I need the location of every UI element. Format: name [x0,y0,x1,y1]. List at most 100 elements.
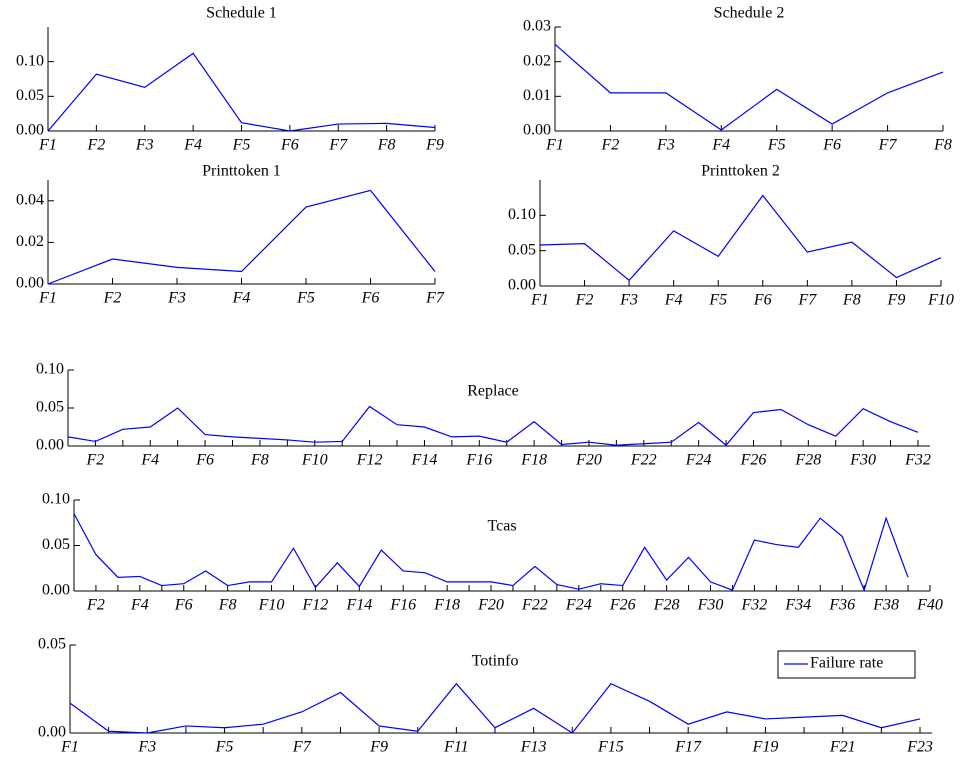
x-tick-label: F28 [653,597,680,614]
chart-title: Schedule 2 [714,5,785,22]
x-tick-label: F10 [258,597,285,614]
chart-title: Tcas [487,518,516,535]
line [539,194,942,282]
x-tick-label: F5 [296,290,315,307]
x-tick-label: F2 [86,452,105,469]
x-tick-label: F3 [137,739,156,756]
x-tick-label: F19 [752,739,779,756]
x-tick-label: F2 [86,137,105,154]
x-tick-label: F4 [232,290,251,307]
line [47,52,436,132]
x-tick-label: F38 [872,597,899,614]
x-tick-label: F1 [530,292,549,309]
line [67,405,919,447]
y-tick-label: 0.00 [523,122,551,139]
x-tick-label: F14 [345,597,372,614]
x-tick-label: F24 [565,597,592,614]
y-tick-label: 0.02 [16,233,44,250]
x-tick-label: F24 [685,452,712,469]
chart-title: Schedule 1 [206,5,277,22]
x-tick-label: F7 [878,137,898,154]
x-tick-label: F32 [904,452,931,469]
y-tick-label: 0.02 [523,52,551,69]
x-tick-label: F4 [711,137,730,154]
x-tick-label: F2 [86,597,105,614]
x-tick-label: F6 [195,452,214,469]
x-tick-label: F8 [377,137,396,154]
x-tick-label: F30 [697,597,724,614]
x-tick-label: F16 [465,452,492,469]
x-tick-label: F9 [887,292,906,309]
y-tick-label: 0.05 [508,241,536,258]
x-tick-label: F30 [849,452,876,469]
x-tick-label: F5 [767,137,786,154]
x-tick-label: F2 [601,137,620,154]
x-tick-label: F8 [250,452,269,469]
y-tick-label: 0.01 [523,87,551,104]
x-tick-label: F16 [389,597,416,614]
x-tick-label: F11 [443,739,469,756]
y-tick-label: 0.05 [36,399,64,416]
y-tick-label: 0.10 [42,491,70,508]
y-tick-label: 0.10 [508,206,536,223]
x-tick-label: F2 [575,292,594,309]
x-tick-label: F8 [842,292,861,309]
line [73,513,909,592]
x-tick-label: F1 [38,137,57,154]
x-tick-label: F4 [130,597,149,614]
x-tick-label: F20 [575,452,602,469]
y-tick-label: 0.10 [16,52,44,69]
x-tick-label: F18 [433,597,460,614]
x-tick-label: F26 [609,597,636,614]
x-tick-label: F32 [741,597,768,614]
x-tick-label: F10 [927,292,954,309]
x-tick-label: F10 [301,452,328,469]
x-tick-label: F8 [218,597,237,614]
x-tick-label: F7 [425,290,445,307]
x-tick-label: F6 [174,597,193,614]
x-tick-label: F3 [656,137,675,154]
y-tick-label: 0.10 [36,361,64,378]
x-tick-label: F6 [280,137,299,154]
x-tick-label: F3 [167,290,186,307]
chart-title: Totinfo [472,653,519,670]
x-tick-label: F12 [356,452,383,469]
x-tick-label: F6 [753,292,772,309]
chart-title: Printtoken 2 [701,163,780,180]
legend-label: Failure rate [810,655,883,672]
y-tick-label: 0.00 [508,277,536,294]
line [69,682,921,734]
x-tick-label: F14 [411,452,438,469]
x-tick-label: F1 [545,137,564,154]
x-tick-label: F12 [302,597,329,614]
x-tick-label: F8 [933,137,952,154]
x-tick-label: F1 [38,290,57,307]
x-tick-label: F1 [60,739,79,756]
x-tick-label: F22 [630,452,657,469]
x-tick-label: F23 [906,739,933,756]
x-tick-label: F4 [664,292,683,309]
x-tick-label: F2 [103,290,122,307]
x-tick-label: F6 [361,290,380,307]
x-tick-label: F7 [292,739,312,756]
x-tick-label: F7 [797,292,817,309]
line [47,189,436,285]
x-tick-label: F15 [597,739,624,756]
x-tick-label: F26 [740,452,767,469]
x-tick-label: F18 [520,452,547,469]
x-tick-label: F3 [135,137,154,154]
x-tick-label: F21 [829,739,856,756]
y-tick-label: 0.00 [42,582,70,599]
y-tick-label: 0.00 [38,724,66,741]
x-tick-label: F40 [916,597,943,614]
chart-title: Printtoken 1 [202,163,281,180]
line [554,43,944,131]
x-tick-label: F17 [674,739,702,756]
x-tick-label: F4 [140,452,159,469]
x-tick-label: F5 [232,137,251,154]
x-tick-label: F13 [520,739,547,756]
chart-title: Replace [467,383,519,400]
x-tick-label: F20 [477,597,504,614]
x-tick-label: F3 [619,292,638,309]
